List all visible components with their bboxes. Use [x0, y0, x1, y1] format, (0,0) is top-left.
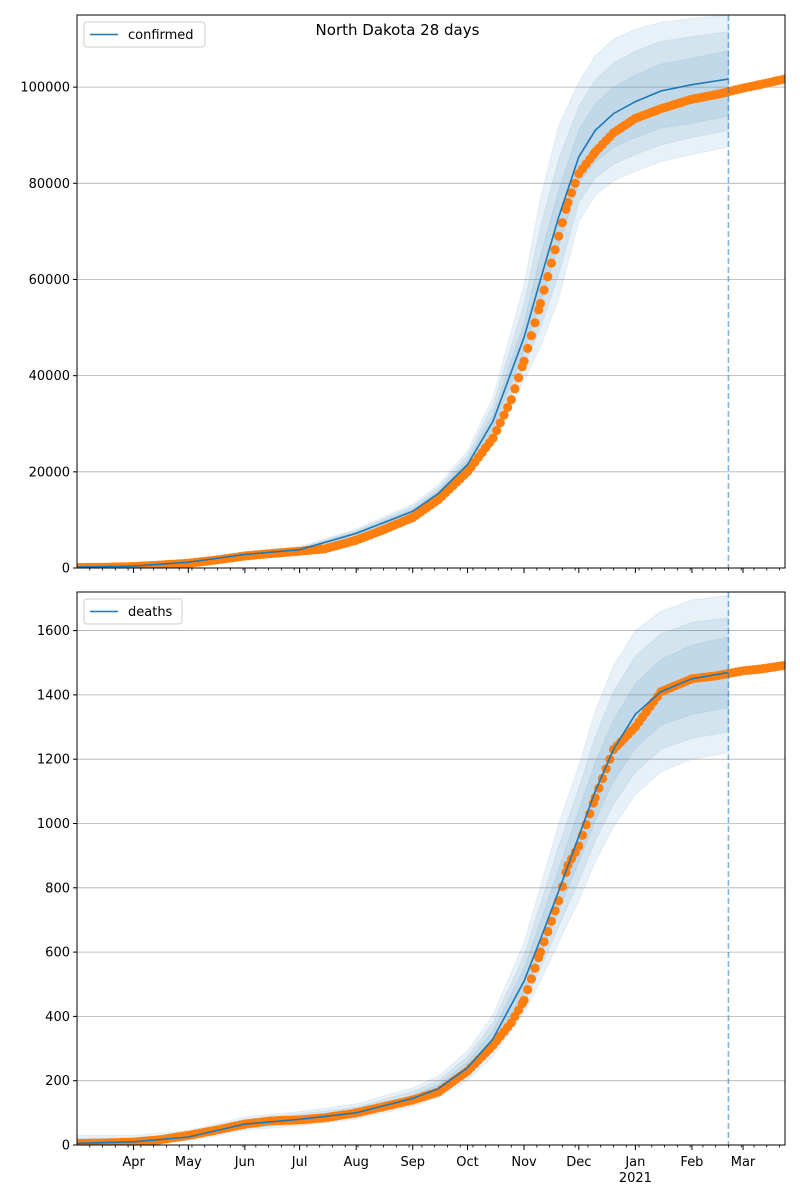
observed-point — [539, 285, 549, 295]
observed-point — [523, 343, 533, 353]
observed-point — [526, 331, 537, 341]
observed-point — [780, 660, 785, 670]
observed-point — [526, 974, 537, 984]
y-tick-label: 800 — [45, 881, 70, 896]
observed-point — [539, 937, 549, 947]
y-tick-label: 20000 — [29, 465, 70, 480]
observed-point — [519, 356, 529, 366]
observed-point — [535, 298, 546, 309]
observed-point — [514, 373, 524, 383]
y-tick-label: 0 — [62, 1139, 70, 1154]
observed-point — [519, 995, 529, 1005]
observed-point — [563, 197, 573, 208]
observed-point — [780, 74, 785, 84]
y-tick-label: 1600 — [37, 624, 70, 639]
observed-point — [499, 410, 509, 420]
observed-point — [566, 188, 577, 198]
model-line-deaths — [77, 671, 729, 1145]
y-tick-label: 60000 — [29, 273, 70, 288]
y-tick-label: 80000 — [29, 177, 70, 192]
chart-panel-1: 0 20000 40000 60000 80000 100000 confirmed — [20, 14, 786, 577]
figure-title: North Dakota 28 days — [315, 21, 480, 39]
observed-point — [546, 258, 557, 268]
observed-point — [530, 318, 540, 328]
x-tick-label: Jun — [234, 1155, 255, 1170]
y-tick-label: 400 — [45, 1010, 70, 1025]
observed-point — [530, 963, 540, 973]
legend-box — [83, 21, 206, 48]
plot-area — [77, 15, 785, 568]
y-tick-label: 100000 — [20, 81, 70, 96]
x-tick-label: Jan — [624, 1155, 645, 1170]
observed-point — [543, 926, 553, 937]
observed-point — [506, 395, 516, 405]
observed-point — [554, 231, 564, 241]
observed-point — [570, 178, 580, 188]
x-tick-label: Apr — [122, 1155, 145, 1170]
x-tick-label: Mar — [731, 1155, 756, 1170]
axes-frame — [76, 591, 786, 1146]
y-tick-label: 1400 — [37, 688, 70, 703]
observed-point — [503, 402, 513, 412]
plot-area — [77, 594, 785, 1145]
observed-point — [510, 384, 520, 394]
chart-panel-2: 0 200 400 600 800 1000 1200 1400 1600 Apr May Jun Ju… — [37, 591, 786, 1186]
observed-point — [546, 916, 557, 926]
confidence-band-inner — [77, 49, 729, 568]
y-tick-label: 0 — [62, 562, 70, 577]
x-tick-label: Oct — [456, 1155, 478, 1170]
x-tick-label: May — [175, 1155, 202, 1170]
y-tick-label: 1200 — [37, 753, 70, 768]
observed-point — [550, 245, 560, 255]
x-tick-label: Dec — [566, 1155, 591, 1170]
observed-point — [523, 985, 533, 995]
observed-point — [543, 272, 553, 282]
x-tick-label: Feb — [680, 1155, 703, 1170]
legend-label: confirmed — [128, 28, 194, 43]
y-tick-label: 1000 — [37, 817, 70, 832]
x-year-label: 2021 — [619, 1171, 652, 1186]
x-tick-label: Nov — [511, 1155, 537, 1170]
y-tick-label: 40000 — [29, 369, 70, 384]
confidence-band-outer — [77, 594, 729, 1145]
legend-box — [83, 598, 183, 625]
confidence-band-inner — [77, 636, 729, 1145]
observed-point — [495, 418, 505, 428]
model-line-confirmed — [77, 78, 729, 568]
x-tick-label: Sep — [400, 1155, 425, 1170]
x-tick-label: Aug — [343, 1155, 368, 1170]
observed-point — [557, 218, 568, 228]
observed-point — [492, 425, 502, 436]
x-tick-label: Jul — [291, 1155, 308, 1170]
legend-label: deaths — [128, 605, 173, 620]
y-tick-label: 200 — [45, 1074, 70, 1089]
axes-frame — [76, 14, 786, 569]
observed-point — [594, 783, 604, 793]
y-tick-label: 600 — [45, 946, 70, 961]
observed-point — [488, 433, 498, 443]
observed-point — [535, 947, 546, 957]
